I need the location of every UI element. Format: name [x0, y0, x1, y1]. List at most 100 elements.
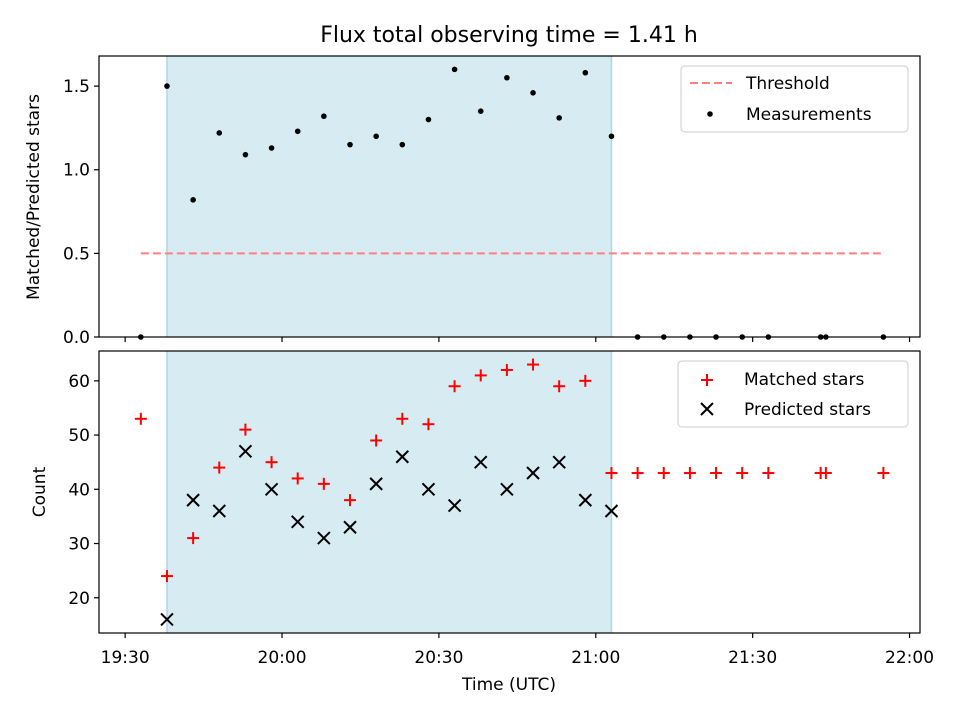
bottom-y-axis-label: Count: [30, 466, 50, 517]
measurement-point: [477, 108, 484, 114]
matched-star-point: [422, 418, 435, 431]
measurement-point: [425, 116, 432, 123]
top-y-axis-label: Matched/Predicted stars: [24, 94, 44, 300]
y-tick-label: 20: [68, 589, 90, 609]
measurement-point: [347, 141, 353, 148]
predicted-star-point: [317, 531, 331, 545]
matched-star-point: [396, 412, 409, 425]
top-x-ticks: [124, 337, 911, 342]
top-legend: Threshold Measurements: [680, 65, 909, 133]
measurement-point: [242, 151, 249, 158]
measurement-point: [530, 89, 536, 96]
matched-star-point: [579, 374, 592, 387]
predicted-star-point: [447, 498, 462, 513]
measurement-point: [268, 145, 275, 151]
matched-star-point: [553, 380, 566, 393]
bottom-legend: Matched stars Predicted stars: [677, 360, 909, 428]
measurement-point: [582, 69, 589, 76]
y-tick-label: 30: [68, 535, 90, 555]
predicted-star-point: [160, 612, 174, 627]
matched-star-point: [239, 423, 252, 436]
predicted-star-point: [264, 482, 279, 496]
matched-stars-points: [134, 358, 890, 583]
predicted-star-point: [186, 493, 200, 507]
matched-star-point: [344, 494, 357, 507]
matched-star-point: [683, 467, 696, 480]
matched-star-point: [448, 380, 461, 393]
predicted-star-point: [578, 493, 593, 507]
measurement-point: [321, 113, 327, 120]
matched-star-point: [877, 467, 890, 480]
bottom-plot-frame: [98, 350, 921, 634]
predicted-star-point: [500, 482, 514, 496]
legend-predicted-label: Predicted stars: [744, 400, 871, 420]
y-tick-label: 50: [68, 426, 90, 446]
x-tick-label: 20:30: [414, 648, 463, 668]
predicted-star-point: [552, 455, 566, 469]
matched-star-point: [134, 412, 147, 425]
measurement-point: [190, 197, 196, 203]
bottom-legend-box: [677, 360, 909, 428]
legend-measurements-label: Measurements: [746, 105, 872, 125]
top-highlight-span: [166, 56, 612, 337]
x-tick-label: 21:00: [571, 648, 620, 668]
legend-matched-label: Matched stars: [744, 370, 864, 390]
matched-star-point: [213, 461, 226, 474]
matched-star-point: [657, 467, 670, 480]
predicted-star-point: [474, 455, 488, 469]
bottom-highlight-span: [166, 351, 612, 633]
predicted-stars-points: [160, 444, 619, 627]
matched-star-point: [710, 467, 723, 480]
predicted-star-point: [604, 504, 619, 518]
top-plot-frame: [98, 55, 921, 338]
predicted-star-point: [343, 520, 357, 534]
bottom-y-axis: 20 30 40 50 60: [68, 372, 99, 609]
y-tick-label: 1.0: [63, 161, 90, 181]
matched-star-point: [527, 358, 540, 371]
matched-star-point: [291, 472, 304, 485]
matched-star-point: [819, 467, 832, 480]
predicted-star-point: [291, 515, 305, 529]
x-tick-label: 19:30: [101, 648, 150, 668]
matched-star-point: [370, 434, 383, 447]
measurement-point: [399, 141, 406, 148]
measurement-point: [294, 128, 301, 135]
matched-star-point: [500, 363, 513, 376]
predicted-star-point: [421, 482, 436, 496]
measurement-point: [216, 130, 223, 136]
y-tick-label: 1.5: [63, 77, 90, 97]
x-tick-label: 22:00: [885, 648, 934, 668]
predicted-star-point: [395, 450, 410, 464]
measurement-point: [373, 133, 379, 140]
y-tick-label: 0.0: [63, 328, 90, 348]
measurement-point: [556, 115, 562, 121]
matched-star-point: [317, 477, 330, 490]
legend-matched-swatch: [701, 374, 713, 386]
x-tick-label: 21:30: [728, 648, 777, 668]
measurement-point: [504, 74, 510, 81]
predicted-star-point: [526, 466, 540, 480]
matched-star-point: [605, 467, 618, 480]
y-tick-label: 40: [68, 480, 90, 500]
matched-star-point: [631, 467, 644, 480]
measurement-point: [451, 66, 458, 73]
predicted-star-point: [212, 504, 226, 518]
top-legend-box: [680, 65, 909, 133]
legend-predicted-swatch: [700, 402, 714, 416]
bottom-panel: 20 30 40 50 60 19:30 20:00 20:30 21:00 21:30 22:0…: [30, 350, 934, 695]
matched-star-point: [160, 570, 173, 583]
top-y-axis: 0.0 0.5 1.0 1.5: [63, 77, 99, 348]
x-tick-label: 20:00: [258, 648, 307, 668]
matched-star-point: [474, 369, 487, 382]
top-panel: 0.0 0.5 1.0 1.5 Matched/Predicted stars Thr…: [24, 55, 921, 348]
predicted-star-point: [369, 477, 383, 491]
y-tick-label: 60: [68, 372, 90, 392]
y-tick-label: 0.5: [63, 244, 90, 264]
matched-star-point: [187, 532, 200, 545]
matched-star-point: [265, 456, 278, 469]
measurement-point: [608, 133, 615, 140]
matched-star-point: [736, 467, 749, 480]
legend-threshold-label: Threshold: [745, 74, 830, 94]
predicted-star-point: [238, 444, 253, 459]
